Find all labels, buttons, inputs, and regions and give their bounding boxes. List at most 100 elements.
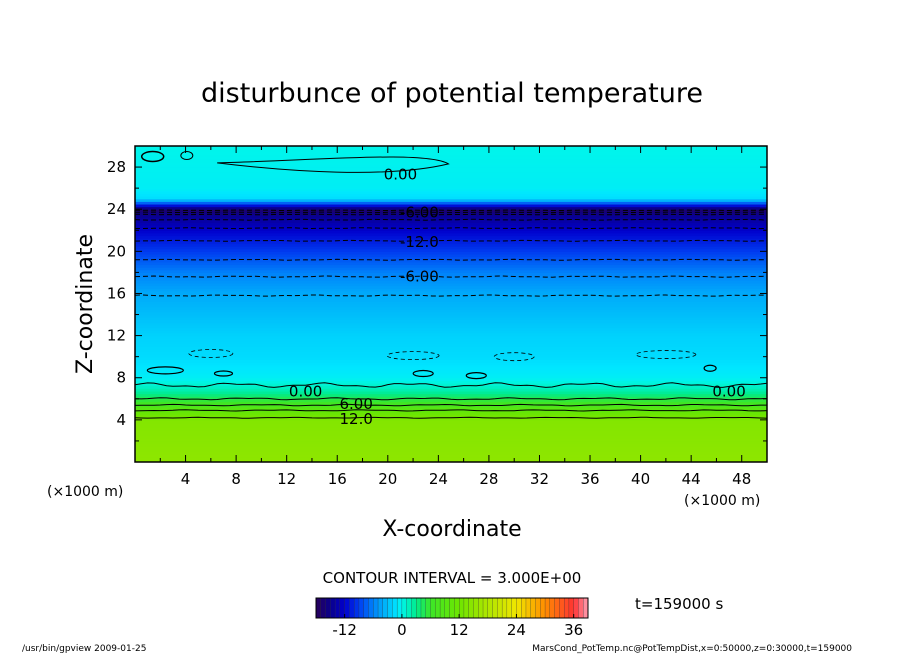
contour-negative (135, 258, 767, 261)
contour-interval: CONTOUR INTERVAL = 3.000E+00 (323, 569, 582, 587)
color-band (135, 248, 767, 252)
color-band (135, 404, 767, 408)
color-band (135, 361, 767, 366)
colorbar-cell (425, 597, 431, 619)
colorbar-cell (401, 597, 408, 619)
color-band (135, 309, 767, 313)
color-band (135, 196, 767, 200)
color-band (135, 298, 767, 302)
color-band (135, 314, 767, 318)
color-band (135, 427, 767, 431)
colorbar-cell (349, 597, 355, 619)
contour-blob-dashed (635, 350, 697, 359)
x-tick-label: 28 (479, 470, 498, 488)
color-band (135, 388, 767, 392)
color-band (135, 235, 767, 239)
colorbar-cell (525, 597, 532, 619)
colorbar-cell (358, 597, 365, 619)
contour-negative (135, 211, 767, 214)
color-band (135, 293, 767, 297)
color-band (135, 146, 767, 150)
colorbar-cell (554, 597, 560, 619)
color-band (135, 411, 767, 416)
contour-negative (135, 275, 767, 278)
color-band (135, 348, 767, 352)
color-band (135, 319, 767, 324)
colorbar-cell (334, 597, 341, 619)
x-tick-label: 24 (429, 470, 448, 488)
colorbar-cell (487, 597, 494, 619)
color-band (135, 153, 767, 158)
contour-lines (135, 150, 767, 419)
colorbar-tick-label: 12 (450, 621, 469, 639)
color-band (135, 230, 767, 234)
color-band (135, 377, 767, 381)
colorbar-cell (368, 597, 374, 619)
y-tick-label: 20 (107, 242, 126, 260)
color-band (135, 288, 767, 292)
colorbar-cell (430, 597, 436, 619)
x-tick-label: 8 (231, 470, 241, 488)
contour-positive (135, 416, 767, 419)
color-band (135, 161, 767, 166)
color-band (135, 282, 767, 287)
color-band (135, 193, 767, 197)
colorbar-cell (382, 597, 389, 619)
colorbar-cell (320, 597, 326, 619)
color-band (135, 372, 767, 376)
y-axis: 4 8 12 16 20 24 28 (107, 158, 767, 442)
color-band (135, 190, 767, 194)
color-band (135, 446, 767, 450)
color-band (135, 456, 767, 460)
color-band (135, 414, 767, 418)
color-band (135, 238, 767, 242)
color-band (135, 243, 767, 247)
colorbar-cell (439, 597, 446, 619)
color-band (135, 188, 767, 192)
contour-label: -6.00 (400, 268, 439, 286)
y-tick-label: 24 (107, 200, 126, 218)
color-band (135, 409, 767, 413)
colorbar-cell (354, 597, 360, 619)
colorbar-cell (392, 597, 398, 619)
y-tick-label: 16 (107, 284, 126, 302)
colorbar-cell (444, 597, 451, 619)
color-band (135, 261, 767, 266)
x-unit-left: (×1000 m) (47, 484, 123, 500)
colorbar-cell (521, 597, 527, 619)
contour-blob-dashed (188, 349, 234, 358)
footer-right: MarsCond_PotTemp.nc@PotTempDist,x=0:5000… (532, 644, 852, 654)
colorbar-cell (478, 597, 484, 619)
color-band (135, 425, 767, 429)
color-band (135, 164, 767, 168)
contour-blob (140, 150, 165, 163)
color-band (135, 290, 767, 295)
contour-positive (135, 382, 767, 388)
color-band (135, 211, 767, 216)
contour-label: 12.0 (339, 410, 372, 428)
color-band (135, 327, 767, 331)
contour-label: 0.00 (289, 382, 322, 400)
contour-negative (135, 294, 767, 297)
color-band (135, 177, 767, 181)
color-band (135, 311, 767, 316)
color-band (135, 438, 767, 442)
colorbar-cell (544, 597, 551, 619)
color-band (135, 322, 767, 326)
x-axis: 4 8 12 16 20 24 28 32 36 40 44 48 (159, 146, 751, 488)
color-band (135, 354, 767, 358)
chart-title: disturbunce of potential temperature (201, 78, 703, 109)
footer-left: /usr/bin/gpview 2009-01-25 (22, 644, 146, 654)
colorbar-cell (315, 597, 322, 619)
colorbar-cell (501, 597, 508, 619)
color-band (135, 214, 767, 218)
color-band (135, 148, 767, 152)
colorbar-cell (535, 597, 541, 619)
contour-label: -12.0 (400, 233, 439, 251)
color-band (135, 222, 767, 226)
contour-blob (180, 150, 194, 160)
color-band (135, 169, 767, 173)
color-band (135, 443, 767, 447)
colorbar-cell (463, 597, 470, 619)
color-band (135, 306, 767, 310)
